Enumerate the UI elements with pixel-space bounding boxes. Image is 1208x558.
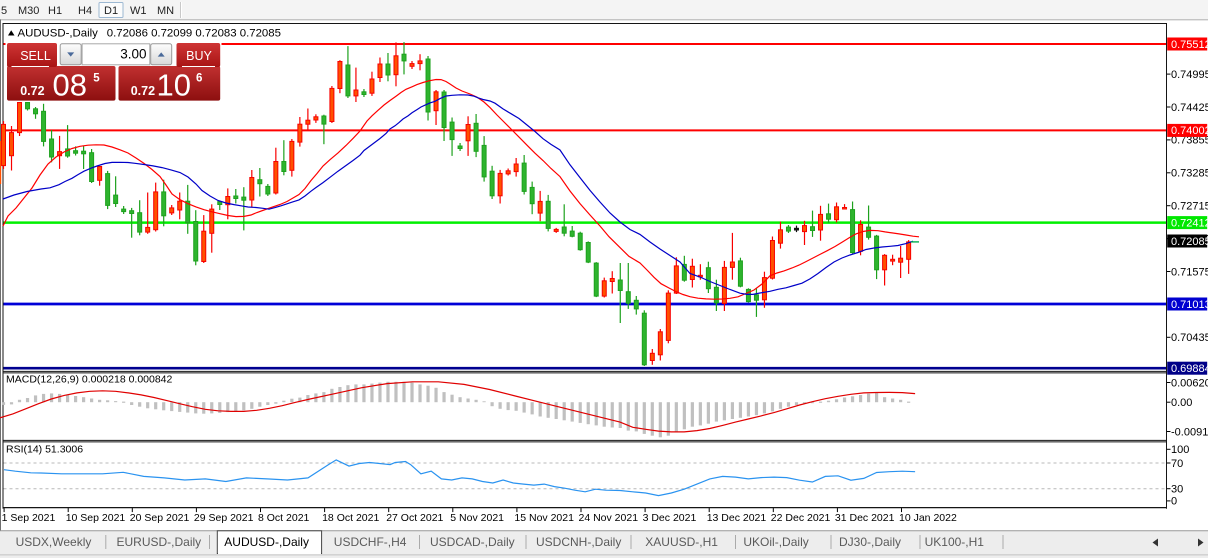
- svg-text:D1: D1: [104, 5, 118, 17]
- svg-text:0.74425: 0.74425: [1171, 102, 1208, 114]
- svg-text:13 Dec 2021: 13 Dec 2021: [707, 512, 767, 524]
- svg-text:MN: MN: [157, 5, 174, 17]
- svg-text:EURUSD-,Daily: EURUSD-,Daily: [117, 535, 202, 549]
- svg-text:M30: M30: [18, 5, 39, 17]
- svg-text:0.69884: 0.69884: [1171, 363, 1208, 375]
- svg-text:5: 5: [93, 73, 100, 85]
- svg-text:22 Dec 2021: 22 Dec 2021: [771, 512, 831, 524]
- svg-text:0.72412: 0.72412: [1171, 217, 1208, 229]
- svg-text:AUDUSD-,Daily: AUDUSD-,Daily: [224, 535, 309, 549]
- svg-text:31 Dec 2021: 31 Dec 2021: [835, 512, 895, 524]
- svg-text:0.75512: 0.75512: [1171, 39, 1208, 51]
- svg-text:29 Sep 2021: 29 Sep 2021: [194, 512, 254, 524]
- svg-text:0: 0: [1171, 496, 1177, 508]
- svg-text:0.72: 0.72: [20, 84, 44, 98]
- svg-text:RSI(14) 51.3006: RSI(14) 51.3006: [6, 444, 83, 456]
- svg-text:USDCNH-,Daily: USDCNH-,Daily: [536, 535, 621, 549]
- svg-text:10 Jan 2022: 10 Jan 2022: [899, 512, 957, 524]
- svg-text:10: 10: [157, 68, 191, 103]
- svg-text:3.00: 3.00: [120, 47, 146, 62]
- svg-text:0.72: 0.72: [131, 84, 155, 98]
- svg-text:70: 70: [1171, 458, 1183, 470]
- svg-text:MACD(12,26,9) 0.000218 0.00084: MACD(12,26,9) 0.000218 0.000842: [6, 374, 173, 386]
- svg-text:6: 6: [196, 73, 202, 85]
- svg-text:UKOil-,Daily: UKOil-,Daily: [743, 535, 808, 549]
- svg-text:AUDUSD-,Daily 0.72086 0.72099: AUDUSD-,Daily 0.72086 0.72099 0.72083 0.…: [18, 28, 281, 40]
- svg-text:1 Sep 2021: 1 Sep 2021: [2, 512, 56, 524]
- svg-text:USDCHF-,H4: USDCHF-,H4: [334, 535, 407, 549]
- svg-text:0.70435: 0.70435: [1171, 332, 1208, 344]
- svg-text:H4: H4: [78, 5, 92, 17]
- svg-text:W1: W1: [130, 5, 147, 17]
- svg-text:0.006201: 0.006201: [1171, 377, 1208, 389]
- svg-text:30: 30: [1171, 484, 1183, 496]
- svg-text:0.74002: 0.74002: [1171, 125, 1208, 137]
- svg-text:5 Nov 2021: 5 Nov 2021: [450, 512, 504, 524]
- svg-text:USDX,Weekly: USDX,Weekly: [16, 535, 92, 549]
- svg-text:-0.009197: -0.009197: [1171, 426, 1208, 438]
- svg-text:0.71575: 0.71575: [1171, 266, 1208, 278]
- svg-text:15 Nov 2021: 15 Nov 2021: [514, 512, 574, 524]
- svg-text:100: 100: [1171, 444, 1189, 456]
- svg-text:USDCAD-,Daily: USDCAD-,Daily: [430, 535, 515, 549]
- svg-text:08: 08: [53, 68, 87, 103]
- svg-text:20 Sep 2021: 20 Sep 2021: [130, 512, 190, 524]
- svg-text:18 Oct 2021: 18 Oct 2021: [322, 512, 379, 524]
- svg-text:BUY: BUY: [186, 49, 212, 63]
- svg-text:0.73855: 0.73855: [1171, 135, 1208, 147]
- svg-text:UK100-,H1: UK100-,H1: [925, 535, 985, 549]
- svg-text:0.74995: 0.74995: [1171, 69, 1208, 81]
- svg-text:3 Dec 2021: 3 Dec 2021: [643, 512, 697, 524]
- svg-text:5: 5: [1, 5, 7, 17]
- svg-text:DJ30-,Daily: DJ30-,Daily: [839, 535, 901, 549]
- svg-text:8 Oct 2021: 8 Oct 2021: [258, 512, 310, 524]
- svg-text:0.72085: 0.72085: [1171, 236, 1208, 248]
- svg-text:SELL: SELL: [20, 49, 51, 63]
- svg-text:27 Oct 2021: 27 Oct 2021: [386, 512, 443, 524]
- svg-text:H1: H1: [48, 5, 62, 17]
- svg-text:24 Nov 2021: 24 Nov 2021: [579, 512, 639, 524]
- svg-text:0.00: 0.00: [1171, 397, 1192, 409]
- svg-text:0.72715: 0.72715: [1171, 201, 1208, 213]
- svg-text:10 Sep 2021: 10 Sep 2021: [66, 512, 126, 524]
- svg-text:0.73285: 0.73285: [1171, 168, 1208, 180]
- svg-text:XAUUSD-,H1: XAUUSD-,H1: [645, 535, 718, 549]
- svg-text:0.71013: 0.71013: [1171, 299, 1208, 311]
